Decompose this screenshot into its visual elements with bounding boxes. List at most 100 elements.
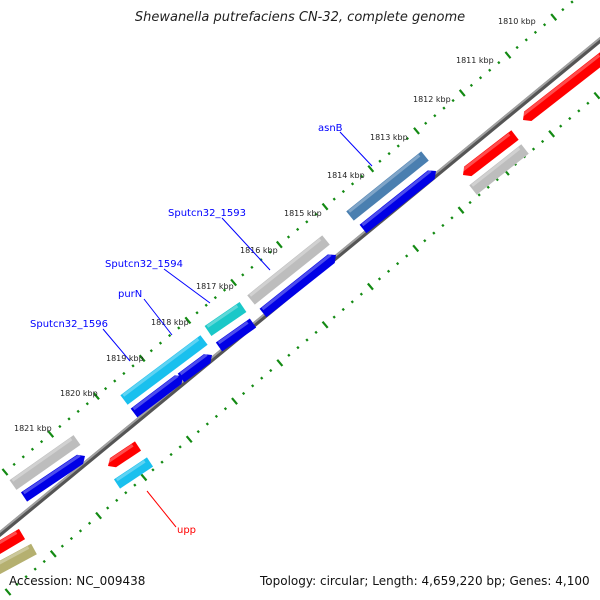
outer-tick [413,127,420,135]
inner-tick [386,269,391,273]
gene-label: Sputcn32_1594 [105,259,183,270]
inner-tick [33,567,37,571]
inner-tick [178,445,182,449]
outer-tick [58,424,62,429]
inner-tick [251,384,255,388]
inner-tick [196,430,200,434]
outer-tick [321,202,329,211]
feature-sputcn32-1593-highlight [249,238,322,297]
map-title: Shewanella putrefaciens CN-32, complete … [134,10,466,25]
inner-tick [223,407,228,411]
outer-tick [497,61,501,65]
inner-tick [367,282,374,291]
kbp-label: 1819 kbp [106,354,144,363]
feature-cds-highlight [261,253,332,311]
kbp-label: 1812 kbp [413,95,451,104]
inner-tick [577,109,581,113]
inner-tick [231,397,238,405]
inner-tick [321,320,329,329]
genome-info-label: Topology: circular; Length: 4,659,220 bp… [260,574,590,588]
outer-tick [195,311,199,315]
outer-tick [204,303,208,307]
kbp-label: 1821 kbp [14,424,52,433]
inner-tick [169,452,173,457]
gene-label: purN [118,289,142,300]
feature-olive [0,543,37,575]
outer-tick [241,273,245,277]
inner-tick [124,491,128,495]
kbp-label: 1814 kbp [327,171,365,180]
outer-tick [387,151,391,156]
feature-cds [130,375,183,418]
inner-tick [559,124,563,128]
outer-tick [122,371,126,376]
inner-tick [78,529,83,533]
feature-gray [469,144,529,195]
outer-tick [424,121,428,125]
feature-sputcn32-1594-highlight [206,304,239,328]
outer-tick [39,440,44,444]
inner-tick [42,559,46,564]
outer-tick [76,409,80,413]
feature-red [0,528,26,555]
inner-tick [486,185,490,189]
inner-tick [495,178,499,182]
accession-label: Accession: NC_009438 [9,574,146,588]
outer-tick [184,316,192,325]
outer-tick [158,341,163,345]
outer-tick [396,144,400,148]
feature-asnB-highlight [348,154,421,213]
inner-tick [377,277,382,281]
inner-tick [405,254,409,258]
outer-tick [149,349,153,353]
feature-sputcn32-1596 [120,335,208,405]
outer-tick [93,392,100,400]
gene-leader-line [102,328,131,362]
inner-tick [287,353,291,357]
gene-leader-line [143,298,173,336]
outer-tick [30,447,35,451]
feature-cds-highlight [22,454,81,495]
inner-tick [332,315,336,319]
inner-tick [276,359,284,367]
kbp-label: 1820 kbp [60,389,98,398]
gene-label: upp [177,525,196,536]
inner-tick [341,307,345,312]
feature-red [463,130,519,177]
feature-upp [113,457,154,489]
feature-cds-highlight [132,374,179,411]
feature-sputcn32-1593 [247,235,330,305]
feature-cds [177,354,212,383]
outer-tick [67,417,71,421]
feature-cds [20,454,86,502]
outer-tick [131,364,135,368]
outer-tick [360,174,364,178]
inner-tick [260,376,264,380]
inner-tick [586,101,590,105]
outer-tick [177,326,181,330]
outer-tick [433,114,437,118]
kbp-label: 1811 kbp [456,56,494,65]
inner-tick [4,588,12,596]
outer-tick [168,333,172,338]
outer-tick [367,164,375,173]
outer-tick [1,468,9,476]
inner-tick [423,239,427,243]
inner-tick [314,330,318,334]
kbp-label: 1810 kbp [498,17,536,26]
outer-tick [21,455,25,459]
outer-tick [451,98,455,103]
outer-tick [138,354,146,363]
gene-leader-line [163,268,211,304]
kbp-label: 1816 kbp [240,246,278,255]
inner-tick [69,536,74,541]
inner-tick [593,91,600,100]
inner-tick [305,338,309,342]
feature-red-highlight [521,54,600,117]
inner-tick [531,147,536,151]
inner-tick [160,460,164,464]
outer-tick [570,0,574,4]
outer-tick [515,45,519,50]
outer-tick [469,83,474,88]
